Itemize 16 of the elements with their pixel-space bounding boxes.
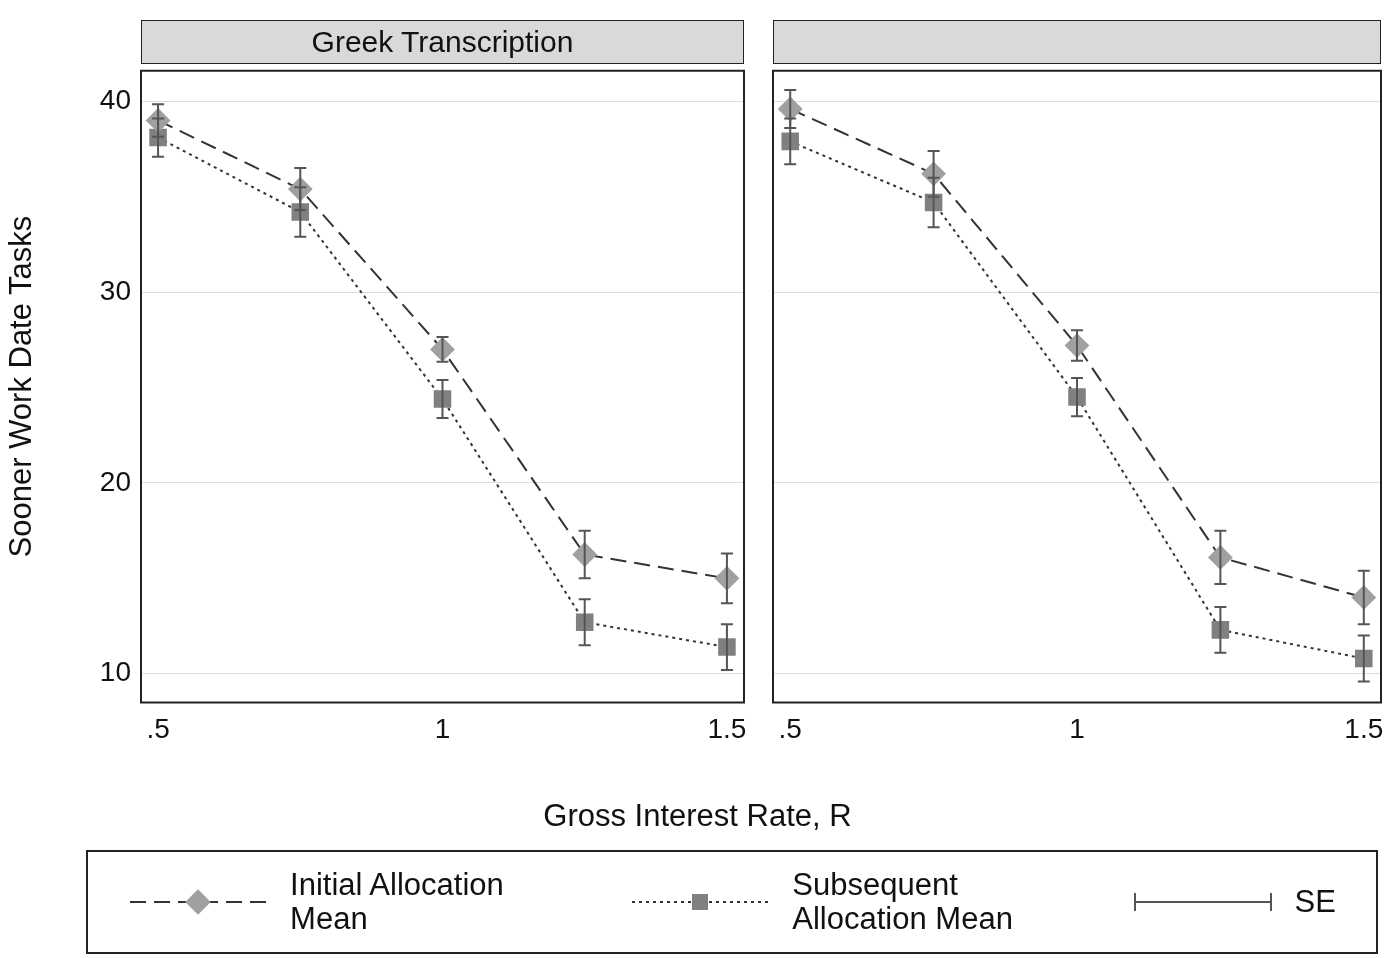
- x-tick-label: .5: [146, 712, 170, 744]
- x-tick-label: 1: [434, 712, 451, 744]
- x-tick-label: 1: [1069, 712, 1085, 744]
- x-axis-title: Gross Interest Rate, R: [542, 798, 853, 834]
- x-tick-label: 1.5: [707, 712, 747, 744]
- y-tick-label: 10: [99, 656, 131, 688]
- y-axis-title: Sooner Work Date Tasks: [3, 215, 39, 558]
- y-tick-label: 40: [99, 84, 131, 116]
- x-tick-label: .5: [778, 712, 802, 744]
- legend-label: Subsequent Allocation Mean: [792, 867, 1014, 936]
- text: SE: [1294, 884, 1336, 920]
- y-tick-label: 20: [99, 465, 131, 497]
- chart-title: Greek Transcription: [141, 20, 744, 64]
- x-tick-label: 1.5: [1344, 712, 1384, 744]
- legend-label: Initial Allocation Mean: [290, 867, 505, 936]
- y-tick-label: 30: [99, 274, 131, 306]
